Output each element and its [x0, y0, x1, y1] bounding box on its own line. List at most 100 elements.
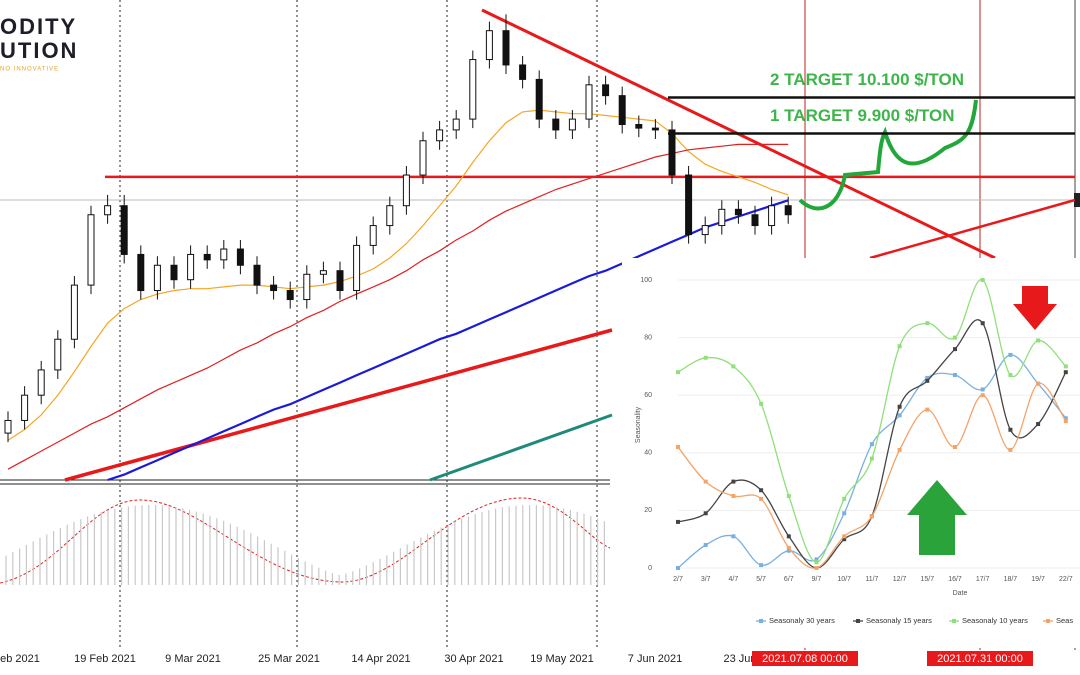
time-marker-label: 2021.07.08 00:00 [762, 653, 848, 665]
candle-body [618, 95, 626, 126]
series-point [759, 496, 764, 501]
series-point [1036, 422, 1041, 426]
x-tick-label: 17/7 [976, 576, 990, 583]
y-tick-label: 60 [644, 392, 652, 399]
candle-body [120, 205, 128, 255]
series-point [731, 479, 736, 484]
candle-body [651, 127, 659, 131]
y-axis-title: Seasonality [635, 406, 642, 443]
series-point [703, 355, 708, 360]
candle-body [187, 253, 195, 281]
support-trend-line [869, 198, 1076, 260]
series-point [759, 401, 764, 406]
candle-body [203, 253, 211, 261]
series-point [842, 537, 847, 542]
candle-body [104, 205, 112, 216]
legend-marker [952, 619, 956, 623]
series-line [677, 279, 1067, 563]
series-point [1063, 364, 1068, 369]
x-tick-label: 30 Apr 2021 [444, 653, 503, 665]
x-tick-label: 14 Apr 2021 [351, 653, 410, 665]
candle-body [303, 273, 311, 301]
series-point [786, 548, 791, 553]
moving-average [7, 143, 789, 470]
series-point [1063, 370, 1068, 375]
logo-tagline: NO INNOVATIVE [0, 67, 59, 73]
x-tick-label: 18/7 [1004, 576, 1018, 583]
trend-line [429, 413, 613, 482]
logo: ODITY UTION NO INNOVATIVE [0, 0, 92, 95]
candle-body [270, 284, 278, 292]
series-point [731, 494, 736, 498]
up-arrow [907, 480, 967, 555]
legend-marker [1046, 619, 1050, 623]
candle-body [485, 30, 493, 61]
series-point [1008, 427, 1013, 432]
candle-body [768, 205, 776, 227]
x-tick-label: 22/7 [1059, 576, 1073, 583]
series-point [814, 566, 819, 570]
time-marker-box [752, 651, 858, 666]
series-point [786, 545, 791, 550]
candle-body [585, 84, 593, 120]
candle-body [436, 129, 444, 142]
y-tick-label: 20 [644, 507, 652, 514]
legend-label: Seas [1056, 616, 1073, 625]
series-point [980, 393, 985, 398]
y-tick-label: 0 [648, 565, 652, 572]
series-point [676, 445, 680, 450]
candle-body [87, 214, 95, 286]
candle-body [386, 205, 394, 227]
series-point [980, 321, 985, 326]
time-marker-box [927, 651, 1033, 666]
series-point [842, 534, 847, 539]
candle-body [369, 225, 377, 246]
series-point [897, 447, 902, 452]
x-tick-label: 15/7 [920, 576, 934, 583]
x-tick-label: 19 Feb 2021 [74, 653, 136, 665]
candle-body [452, 118, 460, 131]
candle-body [170, 264, 178, 281]
series-point [1036, 338, 1041, 343]
series-point [1063, 419, 1068, 424]
logo-text: ODITY [0, 14, 77, 39]
x-tick-label: 2/7 [673, 576, 683, 583]
moving-average [7, 109, 789, 441]
x-axis-title: Date [953, 590, 968, 597]
x-tick-label: 9/7 [812, 576, 822, 583]
series-point [814, 557, 819, 562]
x-tick-label: 19 May 2021 [530, 653, 594, 665]
candle-body [336, 270, 344, 292]
series-point [953, 347, 957, 352]
series-point [1008, 352, 1013, 357]
candle-body [568, 118, 576, 131]
x-tick-label: 19/7 [1031, 576, 1045, 583]
series-point [869, 514, 874, 519]
x-tick-label: 25 Mar 2021 [258, 653, 320, 665]
series-point [869, 456, 874, 461]
main-plot [4, 8, 1076, 482]
series-point [925, 407, 930, 412]
candle-body [319, 270, 327, 275]
candle-body [70, 284, 78, 340]
series-point [703, 479, 708, 484]
x-tick-label: 7 Jun 2021 [628, 653, 682, 665]
candle-body [718, 208, 726, 227]
series-point [980, 387, 985, 392]
candle-body [751, 214, 759, 227]
y-tick-label: 100 [640, 277, 652, 284]
series-point [1063, 416, 1068, 421]
x-tick-label: 4/7 [729, 576, 739, 583]
candle-body [21, 394, 29, 421]
candle-body [734, 208, 742, 216]
x-tick-label: 5/7 [756, 576, 766, 583]
series-point [814, 560, 819, 565]
candle-body [402, 174, 410, 207]
candle-body [701, 225, 709, 236]
candle-body [153, 264, 161, 292]
series-point [897, 404, 902, 409]
trend-line [64, 328, 613, 482]
series-point [897, 413, 902, 418]
series-point [703, 542, 708, 547]
